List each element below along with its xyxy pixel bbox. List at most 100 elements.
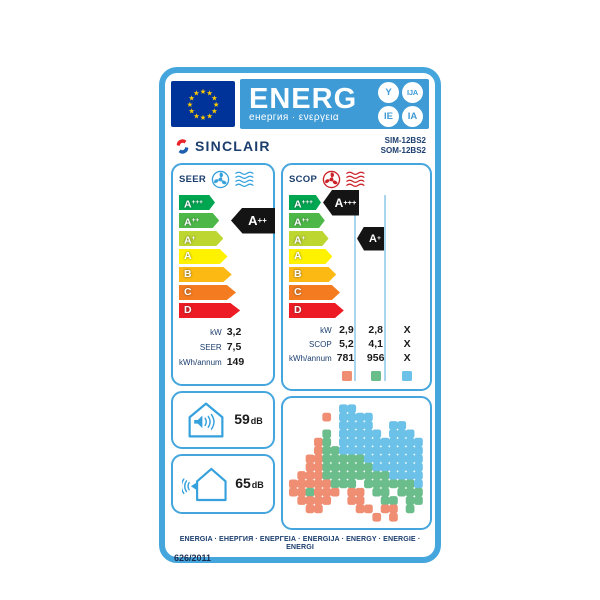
grade-arrow-A+: A+ bbox=[179, 231, 224, 246]
scop-header: SCOP bbox=[289, 170, 424, 189]
energ-title-block: ENERG енергия · ενεργεια bbox=[249, 82, 378, 123]
warm-air-waves-icon bbox=[346, 171, 365, 187]
seer-section: SEER bbox=[171, 163, 275, 386]
main-area: SEER bbox=[171, 163, 432, 530]
grade-arrow-A++: A++ bbox=[179, 213, 220, 228]
scop-value: 2,9 bbox=[339, 324, 354, 336]
svg-text:★: ★ bbox=[206, 89, 213, 98]
model-numbers: SIM-12BS2 SOM-12BS2 bbox=[381, 136, 426, 157]
grade-arrow-D: D bbox=[289, 303, 344, 318]
climate-column-divider bbox=[354, 195, 356, 381]
svg-text:★: ★ bbox=[193, 111, 200, 120]
suffix-circle-ie: IE bbox=[378, 105, 399, 127]
scop-value: X bbox=[403, 338, 411, 350]
brand-row: SINCLAIR SIM-12BS2 SOM-12BS2 bbox=[171, 134, 429, 158]
seer-value-label: kWh/annum bbox=[179, 357, 222, 367]
seer-header: SEER bbox=[179, 170, 267, 189]
svg-text:★: ★ bbox=[200, 113, 207, 122]
climate-map-section bbox=[281, 396, 432, 530]
grade-arrow-B: B bbox=[179, 267, 232, 282]
scop-value: X bbox=[403, 324, 411, 336]
svg-text:★: ★ bbox=[193, 89, 200, 98]
grade-arrow-A+: A+ bbox=[289, 231, 329, 246]
svg-text:★: ★ bbox=[188, 107, 195, 116]
model-outdoor: SOM-12BS2 bbox=[380, 146, 426, 155]
grade-arrow-A+++: A+++ bbox=[289, 195, 321, 210]
scop-value: X bbox=[403, 352, 411, 364]
grade-arrow-A: A bbox=[289, 249, 333, 264]
climate-column-divider bbox=[384, 195, 386, 381]
suffix-circle-ija: IJA bbox=[402, 81, 423, 103]
suffix-circle-ia: IA bbox=[402, 105, 423, 127]
indoor-noise-value: 59dB bbox=[234, 411, 263, 427]
energ-banner: ENERG енергия · ενεργεια Y IJA IE IA bbox=[240, 79, 429, 129]
model-indoor: SIM-12BS2 bbox=[384, 135, 426, 145]
indoor-noise-icon bbox=[188, 402, 224, 438]
scop-value: 781 bbox=[336, 352, 355, 364]
grade-arrow-B: B bbox=[289, 267, 337, 282]
sinclair-logo: SINCLAIR bbox=[174, 138, 271, 155]
footer-languages: ENERGIA · ЕНЕРГИЯ · ΕΝΕΡΓΕΙΑ · ENERGIJA … bbox=[179, 535, 421, 551]
svg-text:★: ★ bbox=[188, 93, 195, 102]
scop-value-label: kWh/annum bbox=[289, 353, 332, 363]
indoor-noise-section: 59dB bbox=[171, 391, 275, 449]
grade-arrow-A+++: A+++ bbox=[179, 195, 215, 210]
svg-text:★: ★ bbox=[200, 87, 207, 96]
scop-value: 5,2 bbox=[339, 338, 354, 350]
rating-indicator-A+++: A +++ bbox=[323, 189, 359, 216]
right-column: SCOP bbox=[281, 163, 432, 530]
eu-flag-stars: ★ ★★★★★★★★★★★ bbox=[187, 87, 220, 122]
language-suffix-circles: Y IJA IE IA bbox=[378, 81, 423, 127]
heating-fan-icon bbox=[322, 170, 341, 189]
climate-zone-cell bbox=[337, 366, 361, 386]
seer-value: 149 bbox=[226, 356, 245, 368]
climate-zone-swatch bbox=[402, 371, 413, 381]
climate-zone-swatch bbox=[341, 371, 352, 381]
scop-value-label: kW bbox=[320, 325, 332, 335]
seer-efficiency-scale: A+++ A++ A+ A B C D A ++ bbox=[179, 195, 275, 318]
climate-zone-swatch bbox=[370, 371, 381, 381]
suffix-circle-y: Y bbox=[378, 81, 399, 103]
seer-value: 7,5 bbox=[226, 341, 242, 353]
seer-title: SEER bbox=[179, 174, 207, 185]
regulation-number: 626/2011 bbox=[174, 553, 212, 563]
svg-text:★: ★ bbox=[213, 100, 220, 109]
scop-efficiency-scale: A+++ A++ A+ A B C D A +++ A + bbox=[289, 189, 424, 318]
seer-value-label: kW bbox=[210, 327, 222, 337]
energ-title: ENERG bbox=[249, 82, 358, 115]
spacer bbox=[289, 366, 337, 386]
seer-value-label: SEER bbox=[199, 342, 222, 352]
climate-zone-cell bbox=[391, 366, 424, 386]
cooling-fan-icon bbox=[211, 170, 230, 189]
left-column: SEER bbox=[171, 163, 275, 514]
grade-arrow-A++: A++ bbox=[289, 213, 325, 228]
eu-flag: ★ ★ ★ ★ ★ ★ ★ ★ ★ ★ ★ ★ bbox=[171, 81, 235, 127]
grade-arrow-D: D bbox=[179, 303, 241, 318]
cool-air-waves-icon bbox=[235, 171, 254, 187]
grade-arrow-C: C bbox=[179, 285, 236, 300]
grade-arrow-C: C bbox=[289, 285, 340, 300]
outdoor-noise-value: 65dB bbox=[235, 475, 264, 491]
seer-values-table: kW 3,2 SEER 7,5 kWh/annum 149 bbox=[179, 326, 267, 368]
outdoor-noise-icon bbox=[182, 467, 227, 502]
outdoor-noise-section: 65dB bbox=[171, 454, 275, 514]
rating-indicator-A++: A ++ bbox=[231, 207, 275, 234]
svg-text:★: ★ bbox=[211, 106, 218, 115]
grade-arrow-A: A bbox=[179, 249, 228, 264]
sinclair-logo-icon bbox=[176, 138, 189, 154]
svg-text:★: ★ bbox=[206, 111, 213, 120]
svg-text:★: ★ bbox=[187, 100, 194, 109]
energ-subtitle: енергия · ενεργεια bbox=[249, 111, 340, 123]
seer-value: 3,2 bbox=[226, 326, 242, 338]
climate-zone-cell bbox=[361, 366, 391, 386]
scop-value: 2,8 bbox=[368, 324, 383, 336]
scop-title: SCOP bbox=[289, 174, 318, 185]
scop-value: 956 bbox=[366, 352, 385, 364]
svg-text:★: ★ bbox=[211, 93, 218, 102]
europe-climate-map bbox=[289, 404, 424, 522]
scop-value-label: SCOP bbox=[309, 339, 332, 349]
scop-value: 4,1 bbox=[368, 338, 383, 350]
